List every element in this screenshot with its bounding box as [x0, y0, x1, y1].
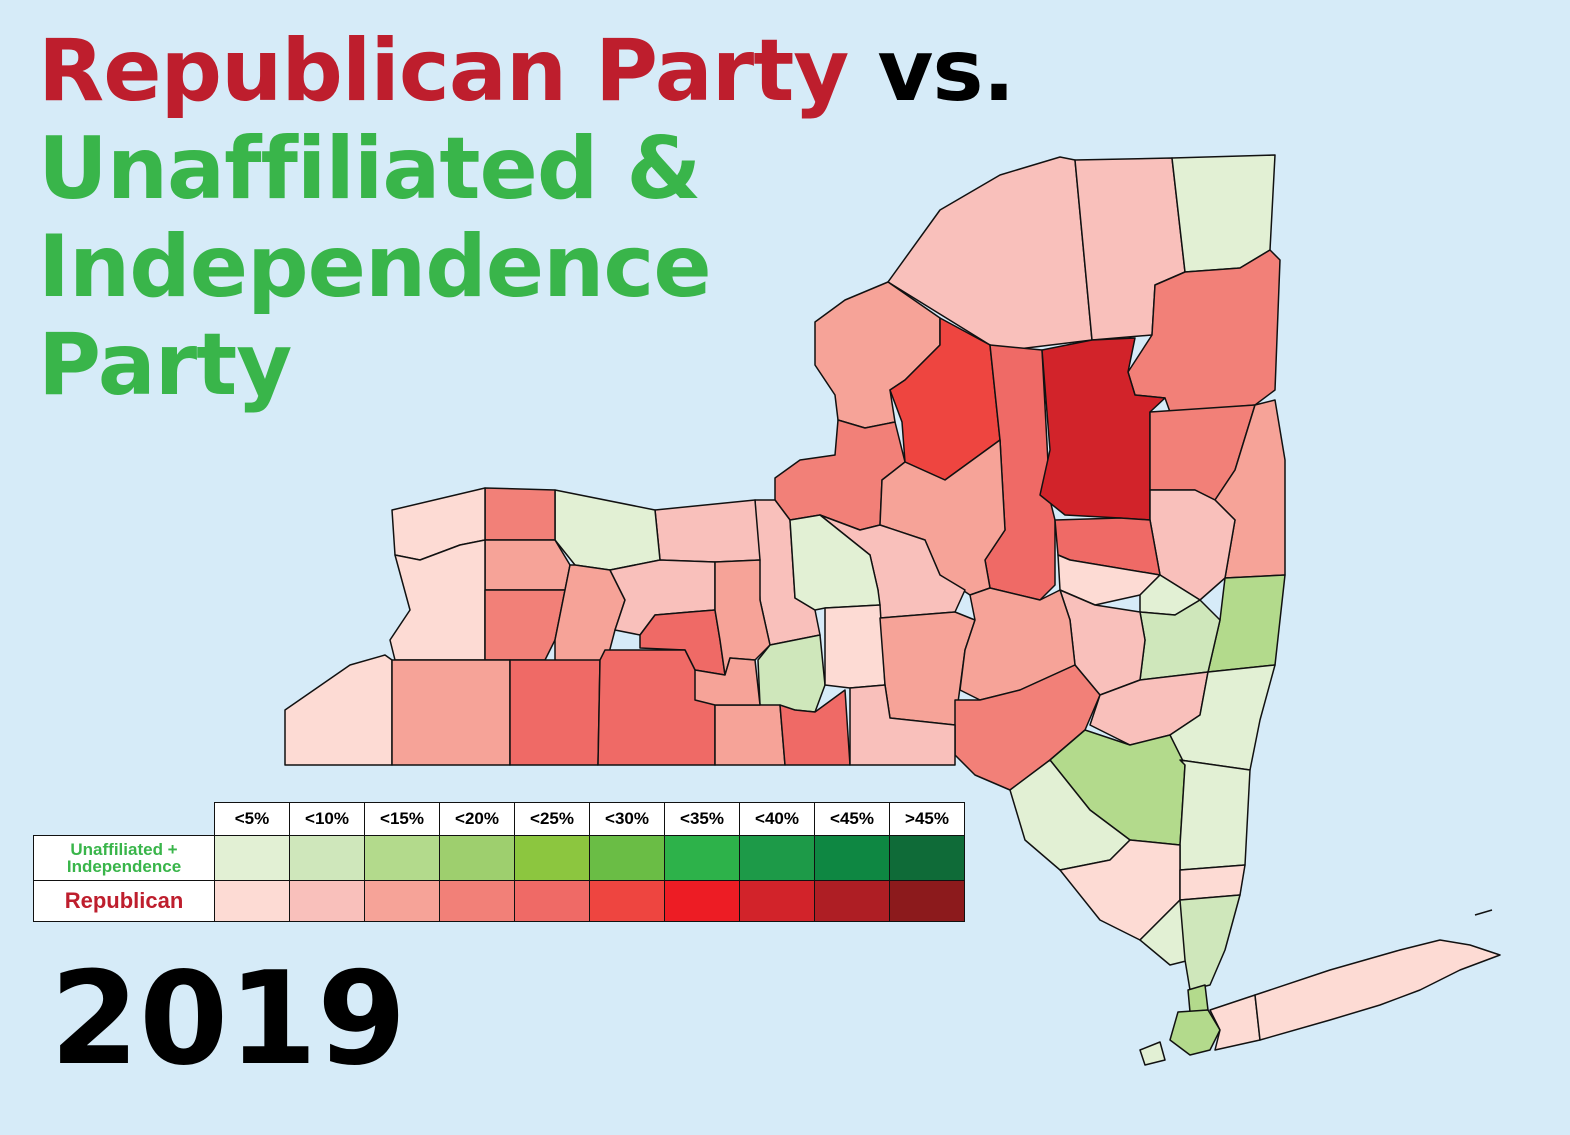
legend-row-unaffiliated: Unaffiliated + Independence	[33, 835, 965, 881]
legend-swatch-green-4	[514, 835, 590, 881]
county-nassau[interactable]	[1209, 994, 1261, 1051]
legend-bin-9: >45%	[889, 802, 965, 836]
legend-swatch-red-6	[664, 880, 740, 922]
legend-swatch-green-9	[889, 835, 965, 881]
title-line-3: Independence	[38, 217, 712, 317]
legend-corner	[34, 803, 215, 836]
county-genesee[interactable]	[484, 539, 571, 591]
legend-swatch-green-5	[589, 835, 665, 881]
legend-swatch-red-4	[514, 880, 590, 922]
county-schuyler-2[interactable]	[694, 657, 761, 706]
legend-swatch-red-9	[889, 880, 965, 922]
county-clinton[interactable]	[1171, 154, 1276, 273]
legend-header-row: <5% <10% <15% <20% <25% <30% <35% <40% <…	[34, 802, 965, 836]
title-line-4: Party	[38, 315, 292, 415]
county-suffolk[interactable]	[1254, 939, 1501, 1041]
county-monroe[interactable]	[554, 489, 661, 571]
county-chautauqua[interactable]	[284, 654, 393, 766]
legend-swatch-green-3	[439, 835, 515, 881]
legend-swatch-red-1	[289, 880, 365, 922]
county-orleans[interactable]	[484, 487, 556, 541]
county-allegany[interactable]	[509, 659, 601, 766]
legend-swatch-red-5	[589, 880, 665, 922]
legend-swatch-green-1	[289, 835, 365, 881]
legend-label-unaffiliated-line-2: Independence	[66, 857, 182, 876]
legend-swatch-red-3	[439, 880, 515, 922]
legend-swatch-green-6	[664, 835, 740, 881]
title-line-2: Unaffiliated &	[38, 119, 701, 219]
title-vs: vs.	[848, 21, 1015, 121]
county-tioga[interactable]	[779, 689, 851, 766]
legend-swatch-red-2	[364, 880, 440, 922]
legend-bin-3: <20%	[439, 802, 515, 836]
legend-swatch-green-7	[739, 835, 815, 881]
county-chemung[interactable]	[714, 704, 786, 766]
county-wyoming[interactable]	[484, 589, 566, 661]
title-line-1: Republican Party vs.	[38, 21, 1015, 121]
legend-swatch-red-7	[739, 880, 815, 922]
legend-label-unaffiliated-line-1: Unaffiliated +	[70, 840, 178, 859]
legend-label-unaffiliated: Unaffiliated + Independence	[33, 835, 215, 881]
legend-bin-1: <10%	[289, 802, 365, 836]
county-erie[interactable]	[389, 539, 486, 661]
legend-bin-0: <5%	[214, 802, 290, 836]
legend-swatch-green-0	[214, 835, 290, 881]
year-label: 2019	[50, 945, 407, 1094]
map-title: Republican Party vs. Unaffiliated & Inde…	[38, 21, 1015, 415]
legend-row-republican: Republican	[33, 880, 965, 922]
county-livingston[interactable]	[554, 564, 626, 669]
county-tompkins[interactable]	[757, 634, 826, 713]
county-richmond[interactable]	[1139, 1041, 1166, 1066]
legend-swatch-green-8	[814, 835, 890, 881]
county-broome[interactable]	[849, 684, 956, 766]
county-suffolk-north-fork	[1474, 909, 1493, 916]
county-dutchess[interactable]	[1179, 759, 1251, 871]
county-cattaraugus[interactable]	[391, 659, 511, 766]
legend-bin-4: <25%	[514, 802, 590, 836]
county-new-york-kings-queens[interactable]	[1169, 1009, 1221, 1056]
legend-swatch-green-2	[364, 835, 440, 881]
legend-swatch-red-0	[214, 880, 290, 922]
legend-bin-5: <30%	[589, 802, 665, 836]
county-westchester[interactable]	[1179, 894, 1241, 991]
legend-swatch-red-8	[814, 880, 890, 922]
legend-bin-2: <15%	[364, 802, 440, 836]
legend-bin-8: <45%	[814, 802, 890, 836]
legend-label-republican: Republican	[33, 880, 215, 922]
legend-bin-6: <35%	[664, 802, 740, 836]
legend-bin-7: <40%	[739, 802, 815, 836]
county-cortland[interactable]	[824, 604, 886, 689]
legend-table: <5% <10% <15% <20% <25% <30% <35% <40% <…	[33, 802, 965, 922]
county-bronx[interactable]	[1187, 984, 1209, 1013]
title-republican: Republican Party	[38, 21, 849, 121]
county-wayne[interactable]	[654, 499, 761, 563]
